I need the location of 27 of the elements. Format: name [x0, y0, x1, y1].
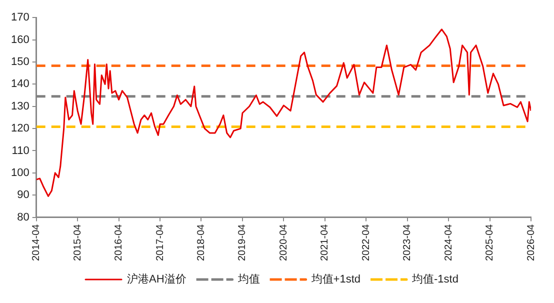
legend-label: 沪港AH溢价 — [127, 272, 186, 286]
x-tick-label: 2016-04 — [114, 224, 125, 262]
x-tick-label: 2025-04 — [484, 224, 496, 262]
legend-label: 均值+1std — [310, 274, 361, 286]
y-tick-label: 110 — [12, 144, 30, 157]
x-tick-label: 2015-04 — [72, 224, 84, 262]
y-tick-label: 80 — [17, 211, 30, 224]
legend-label: 均值-1std — [411, 274, 458, 286]
x-tick-label: 2018-04 — [196, 224, 207, 262]
x-tick-label: 2017-04 — [154, 224, 166, 262]
y-tick-label: 170 — [10, 12, 30, 24]
x-tick-label: 2019-04 — [237, 224, 248, 262]
x-tick-label: 2022-04 — [360, 224, 372, 262]
x-tick-label: 2024-04 — [443, 224, 454, 262]
x-tick-label: 2023-04 — [402, 224, 414, 262]
x-tick-label: 2020-04 — [278, 224, 290, 262]
y-tick-label: 90 — [17, 189, 30, 202]
x-tick-label: 2026-04 — [526, 224, 537, 262]
x-tick-label: 2021-04 — [320, 224, 331, 262]
y-tick-label: 150 — [10, 56, 30, 68]
legend-label: 均值 — [236, 274, 260, 286]
y-tick-label: 120 — [10, 122, 30, 135]
y-tick-label: 140 — [10, 78, 30, 90]
y-tick-label: 100 — [10, 166, 30, 179]
x-tick-label: 2014-04 — [31, 224, 42, 262]
y-tick-label: 160 — [10, 34, 30, 46]
y-tick-label: 130 — [10, 100, 30, 112]
